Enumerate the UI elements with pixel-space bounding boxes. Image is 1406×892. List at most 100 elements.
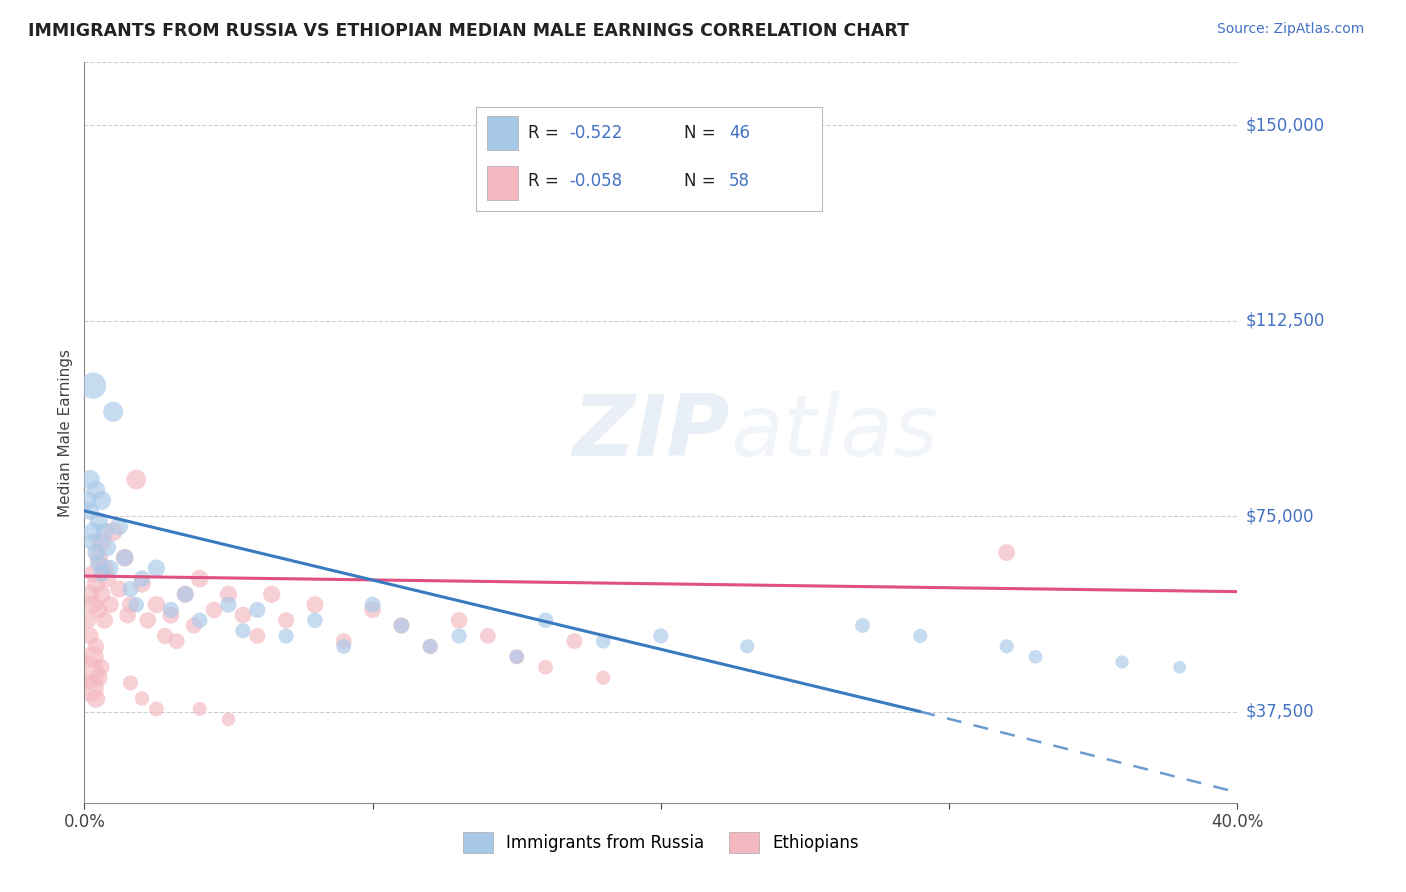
Point <box>79 681 101 695</box>
Point <box>477 629 499 643</box>
Point <box>136 613 159 627</box>
Text: ZIP: ZIP <box>572 391 730 475</box>
Point <box>188 572 211 586</box>
Point <box>93 613 115 627</box>
Point <box>737 640 759 654</box>
Point <box>120 598 142 612</box>
Point <box>125 473 148 487</box>
Point <box>82 524 104 539</box>
Point <box>183 618 205 632</box>
Text: $75,000: $75,000 <box>1246 507 1315 525</box>
Point <box>84 483 107 497</box>
Point <box>153 629 176 643</box>
Point <box>449 613 471 627</box>
Point <box>391 618 413 632</box>
Point <box>125 598 148 612</box>
Text: IMMIGRANTS FROM RUSSIA VS ETHIOPIAN MEDIAN MALE EARNINGS CORRELATION CHART: IMMIGRANTS FROM RUSSIA VS ETHIOPIAN MEDI… <box>28 22 910 40</box>
Point <box>79 629 101 643</box>
Point <box>449 629 471 643</box>
Point <box>84 640 107 654</box>
Point <box>96 572 118 586</box>
Point <box>90 493 112 508</box>
Point <box>131 572 153 586</box>
Point <box>506 649 529 664</box>
Point <box>995 640 1018 654</box>
Point <box>103 405 124 419</box>
Point <box>174 587 197 601</box>
Point <box>87 550 110 565</box>
Point <box>82 649 104 664</box>
Point <box>188 702 211 716</box>
Point <box>592 634 614 648</box>
Point <box>98 561 121 575</box>
Point <box>84 577 107 591</box>
Point <box>90 566 112 581</box>
Point <box>534 660 557 674</box>
Point <box>995 545 1018 559</box>
Point <box>276 613 298 627</box>
Text: Source: ZipAtlas.com: Source: ZipAtlas.com <box>1216 22 1364 37</box>
Point <box>160 608 183 623</box>
Point <box>333 634 356 648</box>
Point <box>1168 660 1191 674</box>
Point <box>76 493 98 508</box>
Point <box>202 603 225 617</box>
Point <box>361 603 384 617</box>
Point <box>82 378 104 392</box>
Point <box>218 587 240 601</box>
Point <box>333 640 356 654</box>
Point <box>304 598 326 612</box>
Point <box>174 587 197 601</box>
Point <box>145 702 167 716</box>
Point <box>391 618 413 632</box>
Point <box>84 545 107 559</box>
Point <box>260 587 283 601</box>
Point <box>166 634 188 648</box>
Point <box>82 535 104 549</box>
Text: $150,000: $150,000 <box>1246 116 1324 134</box>
Point <box>145 598 167 612</box>
Point <box>82 598 104 612</box>
Point <box>76 613 98 627</box>
Point <box>131 577 153 591</box>
Point <box>650 629 672 643</box>
Point <box>90 587 112 601</box>
Point <box>160 603 183 617</box>
Point <box>93 524 115 539</box>
Point <box>79 587 101 601</box>
Point <box>87 603 110 617</box>
Point <box>114 550 136 565</box>
Point <box>108 582 131 596</box>
Text: atlas: atlas <box>730 391 938 475</box>
Point <box>1111 655 1133 669</box>
Point <box>304 613 326 627</box>
Point <box>218 712 240 726</box>
Text: $112,500: $112,500 <box>1246 311 1326 329</box>
Point <box>79 504 101 518</box>
Point <box>1025 649 1047 664</box>
Y-axis label: Median Male Earnings: Median Male Earnings <box>58 349 73 516</box>
Point <box>103 524 124 539</box>
Point <box>79 473 101 487</box>
Point <box>246 603 269 617</box>
Point <box>96 541 118 555</box>
Point <box>108 519 131 533</box>
Point <box>120 582 142 596</box>
Point <box>131 691 153 706</box>
Text: $37,500: $37,500 <box>1246 703 1315 721</box>
Point <box>117 608 139 623</box>
Point <box>246 629 269 643</box>
Point <box>87 514 110 528</box>
Point <box>419 640 441 654</box>
Point <box>82 566 104 581</box>
Point <box>87 671 110 685</box>
Point <box>910 629 932 643</box>
Point <box>87 556 110 570</box>
Point <box>188 613 211 627</box>
Point <box>218 598 240 612</box>
Point <box>564 634 586 648</box>
Point <box>276 629 298 643</box>
Point <box>506 649 529 664</box>
Point <box>232 608 254 623</box>
Point <box>98 598 121 612</box>
